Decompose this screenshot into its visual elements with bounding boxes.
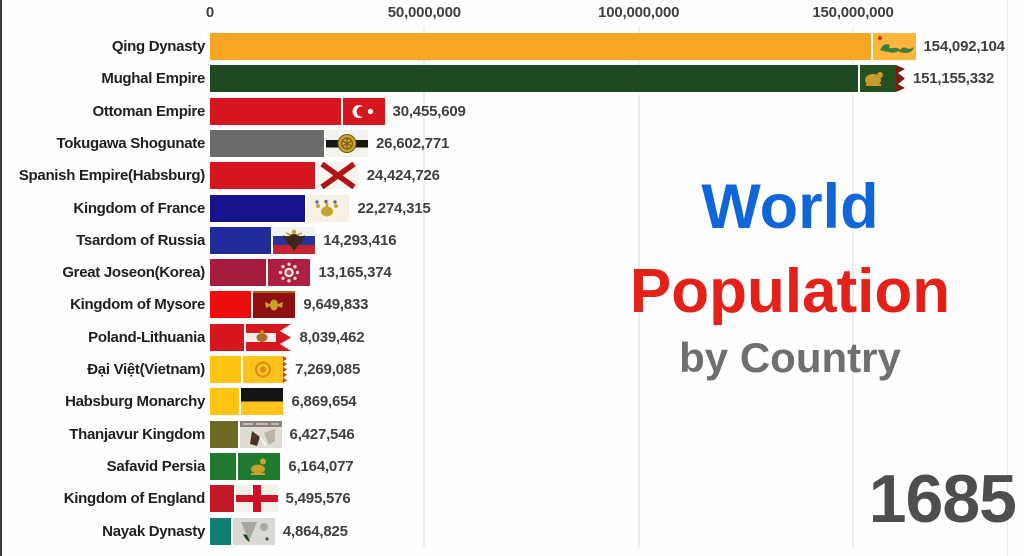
title-by-country: by Country (679, 334, 901, 381)
joseon-flag-icon (268, 259, 311, 287)
population-bar (210, 226, 272, 254)
population-value: 154,092,104 (923, 38, 1005, 55)
axis-tick-label: 50,000,000 (387, 4, 461, 21)
population-bar (210, 162, 315, 190)
population-bar (210, 388, 240, 416)
population-bar (210, 485, 234, 513)
russia-tsar-flag-icon (273, 226, 316, 254)
population-value: 24,424,726 (366, 167, 440, 185)
title-world: World (701, 172, 879, 242)
population-bar (210, 259, 267, 287)
dai-viet-flag-icon (243, 356, 288, 383)
bar-row: Tokugawa Shogunate 26,602,771 (0, 129, 1024, 157)
mughal-flag-icon (859, 65, 905, 93)
habsburg-flag-icon (241, 388, 284, 416)
population-bar (210, 129, 325, 157)
title-population: Population (629, 257, 951, 326)
population-value: 13,165,374 (318, 264, 392, 282)
bar-row: Habsburg Monarchy 6,869,654 (0, 388, 1024, 416)
population-value: 151,155,332 (912, 70, 995, 88)
france-royal-flag-icon (307, 194, 350, 222)
population-value: 14,293,416 (323, 231, 397, 249)
bar-row: Safavid Persia 6,164,077 (0, 452, 1024, 480)
country-label: Đại Việt(Vietnam) (87, 361, 205, 378)
burgundy-cross-flag-icon (316, 162, 359, 190)
country-label: Ottoman Empire (92, 102, 206, 120)
population-value: 6,164,077 (288, 457, 354, 475)
tokugawa-flag-icon (326, 129, 369, 157)
population-value: 30,455,609 (392, 102, 466, 120)
bar-row: Qing Dynasty 154,092,104 (0, 33, 1024, 60)
year-counter: 1685 (868, 461, 1017, 537)
poland-flag-icon (246, 323, 292, 351)
bar-row: Kingdom of Mysore 9,649,833 (0, 291, 1024, 319)
population-bar (210, 65, 858, 93)
bar-row: Poland-Lithuania 8,039,462 (0, 323, 1024, 351)
mysore-flag-icon (253, 291, 296, 319)
bar-row: Ottoman Empire 30,455,609 (0, 97, 1024, 125)
population-value: 22,274,315 (357, 199, 431, 217)
safavid-flag-icon (238, 452, 281, 480)
population-bar (210, 97, 341, 125)
video-right-border (1007, 0, 1008, 556)
population-value: 4,864,825 (282, 522, 348, 540)
thanjavur-flag-icon (239, 420, 282, 448)
country-label: Tsardom of Russia (76, 231, 205, 249)
bar-row: Kingdom of England 5,495,576 (0, 485, 1024, 513)
country-label: Kingdom of France (73, 199, 205, 217)
population-bar (210, 452, 237, 480)
population-bar (210, 323, 245, 351)
nayak-flag-icon (232, 517, 275, 545)
video-left-border (0, 0, 2, 556)
population-bar (210, 420, 238, 448)
country-label: Kingdom of Mysore (70, 296, 205, 314)
country-label: Poland-Lithuania (88, 328, 205, 346)
population-value: 7,269,085 (295, 361, 361, 378)
population-value: 26,602,771 (376, 134, 450, 152)
country-label: Great Joseon(Korea) (62, 264, 205, 282)
country-label: Tokugawa Shogunate (56, 134, 206, 152)
axis-tick-label: 150,000,000 (812, 4, 894, 21)
population-value: 5,495,576 (285, 490, 351, 508)
bar-row: Nayak Dynasty 4,864,825 (0, 517, 1024, 545)
population-bar (210, 291, 252, 319)
gridline (423, 26, 426, 548)
country-label: Nayak Dynasty (102, 522, 205, 540)
country-label: Thanjavur Kingdom (69, 425, 205, 443)
population-value: 8,039,462 (299, 328, 365, 346)
qing-flag-icon (872, 33, 916, 60)
country-label: Habsburg Monarchy (65, 393, 205, 411)
bar-row: Đại Việt(Vietnam) 7,269,085 (0, 356, 1024, 383)
bar-row: Great Joseon(Korea) 13,165,374 (0, 259, 1024, 287)
population-bar (210, 517, 231, 545)
england-flag-icon (235, 485, 278, 513)
gridline (852, 26, 854, 548)
bar-row: Spanish Empire(Habsburg) 24,424,726 (0, 162, 1024, 190)
population-bar (210, 356, 242, 383)
country-label: Mughal Empire (101, 70, 205, 88)
gridline (637, 26, 640, 548)
bar-row: Tsardom of Russia 14,293,416 (0, 226, 1024, 254)
country-label: Kingdom of England (63, 490, 206, 508)
population-value: 9,649,833 (303, 296, 369, 314)
axis-tick-label: 100,000,000 (598, 4, 680, 21)
country-label: Safavid Persia (106, 457, 206, 475)
ottoman-flag-icon (342, 97, 385, 125)
population-value: 6,427,546 (289, 425, 355, 443)
axis-tick-label: 0 (205, 4, 215, 21)
country-label: Spanish Empire(Habsburg) (18, 167, 205, 185)
bar-row: Thanjavur Kingdom 6,427,546 (0, 420, 1024, 448)
population-value: 6,869,654 (291, 393, 357, 411)
country-label: Qing Dynasty (111, 38, 205, 55)
population-bar (210, 33, 871, 60)
bar-row: Mughal Empire 151,155,332 (0, 65, 1024, 93)
chart-title: World Population by Country (565, 176, 1015, 379)
bar-row: Kingdom of France 22,274,315 (0, 194, 1024, 222)
population-bar (210, 194, 306, 222)
